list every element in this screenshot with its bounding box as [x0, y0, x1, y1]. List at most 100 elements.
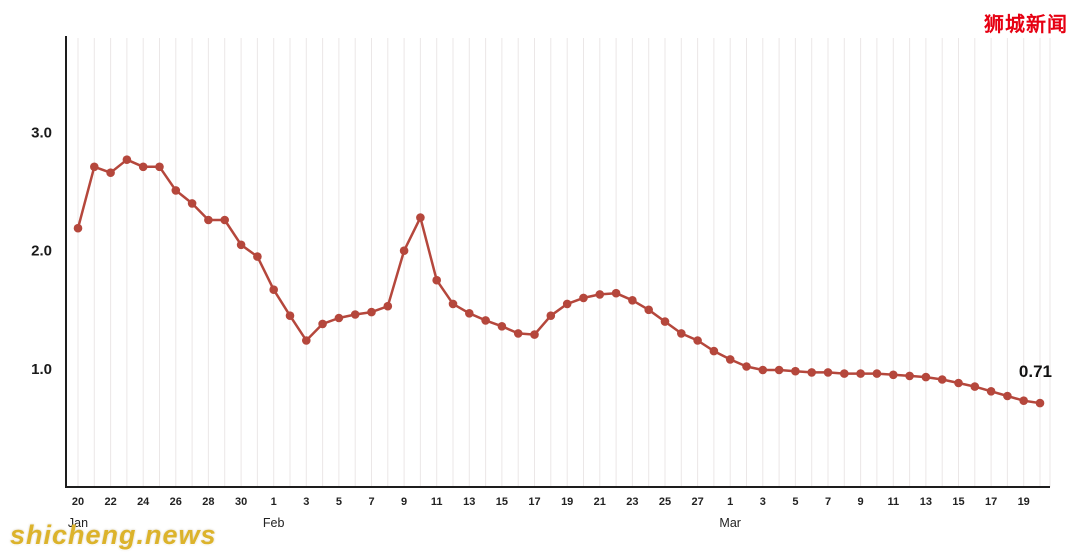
data-point: [1003, 391, 1012, 401]
x-tick-label: 7: [368, 496, 374, 508]
data-point: [513, 329, 523, 338]
data-point: [204, 215, 213, 225]
data-point: [416, 213, 425, 222]
data-point: [628, 296, 637, 305]
data-point: [530, 330, 539, 339]
x-tick-label: 27: [691, 496, 703, 508]
data-point: [807, 368, 816, 377]
x-tick-label: 9: [858, 496, 864, 508]
x-tick-label: 13: [920, 496, 932, 508]
x-tick-label: 11: [887, 496, 899, 508]
month-label: Feb: [263, 516, 285, 530]
brand-watermark: 狮城新闻: [984, 14, 1068, 36]
data-point: [856, 369, 865, 378]
x-tick-label: 25: [659, 496, 671, 508]
data-point: [579, 293, 588, 303]
x-tick-label: 1: [727, 496, 733, 508]
data-point: [106, 168, 115, 177]
data-point: [138, 162, 148, 172]
data-point: [236, 240, 246, 250]
x-tick-label: 28: [202, 496, 214, 508]
x-tick-label: 15: [496, 496, 508, 508]
data-point: [73, 223, 83, 233]
x-tick-label: 17: [528, 496, 540, 508]
data-point: [937, 375, 947, 384]
x-tick-label: 24: [137, 496, 150, 508]
x-tick-label: 15: [952, 496, 964, 508]
data-point: [677, 329, 686, 338]
x-tick-label: 9: [401, 496, 407, 508]
data-point: [693, 336, 702, 345]
data-point: [497, 322, 507, 331]
data-point: [954, 378, 963, 388]
site-watermark: shicheng.news: [10, 520, 217, 550]
y-tick-label: 1.0: [31, 361, 52, 378]
data-point: [725, 355, 735, 364]
data-point: [448, 299, 458, 309]
month-label: Mar: [719, 516, 741, 530]
data-point: [1035, 398, 1045, 408]
x-tick-label: 30: [235, 496, 247, 508]
data-point: [758, 365, 768, 375]
data-point: [90, 162, 99, 172]
data-point: [611, 288, 621, 298]
x-tick-label: 17: [985, 496, 997, 508]
line-series: [76, 158, 1042, 405]
x-tick-label: 26: [170, 496, 182, 508]
x-tick-label: 22: [104, 496, 116, 508]
data-point: [350, 310, 360, 319]
y-tick-label: 3.0: [31, 125, 52, 142]
x-tick-label: 5: [336, 496, 342, 508]
data-point: [872, 369, 882, 378]
data-point: [481, 316, 490, 325]
data-point: [791, 366, 800, 376]
data-point: [383, 301, 393, 311]
data-point: [399, 246, 409, 255]
x-tick-label: 21: [594, 496, 606, 508]
data-point: [921, 372, 931, 382]
data-point: [122, 155, 132, 164]
data-point: [546, 311, 556, 321]
data-point: [1019, 396, 1028, 406]
data-point: [595, 290, 605, 299]
data-point: [171, 186, 181, 195]
x-tick-label: 5: [792, 496, 798, 508]
data-point: [302, 336, 311, 345]
x-tick-label: 11: [431, 496, 443, 508]
data-point: [285, 311, 295, 321]
month-label: Jan: [68, 516, 88, 530]
data-point: [905, 371, 914, 381]
data-point: [970, 382, 980, 391]
last-value-label: 0.71: [1019, 362, 1052, 381]
data-point: [220, 215, 229, 225]
x-tick-label: 23: [626, 496, 638, 508]
x-tick-label: 19: [1018, 496, 1030, 508]
x-tick-label: 1: [271, 496, 277, 508]
data-point: [367, 307, 376, 317]
x-tick-label: 19: [561, 496, 573, 508]
data-point: [465, 309, 474, 318]
y-tick-label: 2.0: [31, 243, 52, 260]
data-point: [986, 387, 996, 396]
data-point: [334, 313, 344, 323]
data-point: [562, 299, 572, 309]
data-point: [660, 317, 670, 326]
data-point: [187, 199, 197, 208]
data-point: [155, 162, 164, 172]
x-tick-label: 7: [825, 496, 831, 508]
x-tick-label: 13: [463, 496, 475, 508]
data-point: [774, 365, 784, 375]
data-point: [709, 346, 719, 356]
x-tick-label: 20: [72, 496, 84, 508]
data-point: [889, 370, 898, 380]
data-point: [644, 305, 653, 315]
x-tick-label: 3: [303, 496, 309, 508]
data-point: [253, 252, 262, 261]
data-point: [840, 369, 849, 378]
data-point: [432, 275, 442, 285]
x-tick-label: 3: [760, 496, 766, 508]
data-point: [318, 319, 327, 329]
data-point: [742, 362, 751, 371]
